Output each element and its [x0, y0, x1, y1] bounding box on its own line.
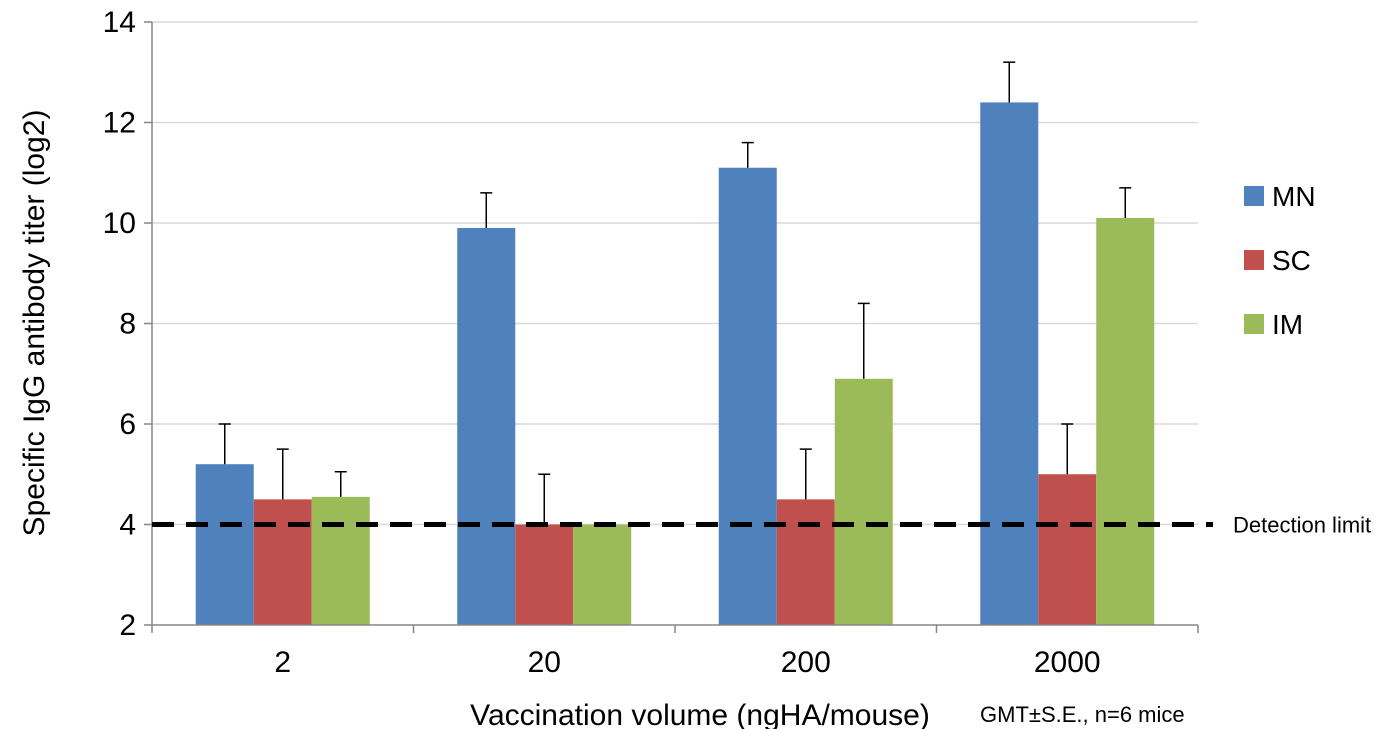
bar-mn [457, 228, 516, 625]
y-tick-label: 2 [119, 609, 136, 642]
y-tick-label: 14 [103, 6, 136, 39]
bar-mn [980, 102, 1039, 625]
bar-im [311, 496, 370, 625]
legend-swatch-mn [1244, 186, 1264, 206]
bars [195, 102, 1155, 625]
y-tick-label: 6 [119, 408, 136, 441]
y-tick-label: 8 [119, 308, 136, 341]
y-axis-title: Specific IgG antibody titer (log2) [18, 110, 51, 537]
x-tick-label: 2000 [1034, 646, 1101, 679]
y-tick-label: 10 [103, 207, 136, 240]
x-tick-label: 20 [528, 646, 561, 679]
legend-swatch-sc [1244, 250, 1264, 270]
bar-mn [718, 167, 777, 625]
legend-label-sc: SC [1272, 245, 1311, 276]
legend-swatch-im [1244, 314, 1264, 334]
stats-note: GMT±S.E., n=6 mice [980, 702, 1185, 727]
y-tick-label: 4 [119, 509, 136, 542]
bar-sc [776, 499, 835, 625]
x-tick-label: 2 [274, 646, 291, 679]
bar-im [1096, 217, 1155, 625]
bar-sc [253, 499, 312, 625]
x-tick-label: 200 [781, 646, 831, 679]
bar-sc [1038, 474, 1097, 625]
legend-label-im: IM [1272, 309, 1303, 340]
x-axis-ticks: 2 20 200 2000 [151, 625, 1199, 679]
error-bars [218, 61, 1132, 525]
x-axis-title: Vaccination volume (ngHA/mouse) [470, 699, 930, 729]
y-axis-ticks: 2 4 6 8 10 12 14 [103, 6, 152, 642]
bar-mn [195, 464, 254, 625]
y-tick-label: 12 [103, 107, 136, 140]
gridlines [152, 21, 1198, 526]
detection-limit-label: Detection limit [1233, 513, 1371, 538]
bar-im [834, 378, 893, 625]
bar-sc [515, 524, 574, 625]
bar-im [573, 524, 632, 625]
legend-label-mn: MN [1272, 181, 1316, 212]
legend: MN SC IM [1244, 181, 1316, 340]
